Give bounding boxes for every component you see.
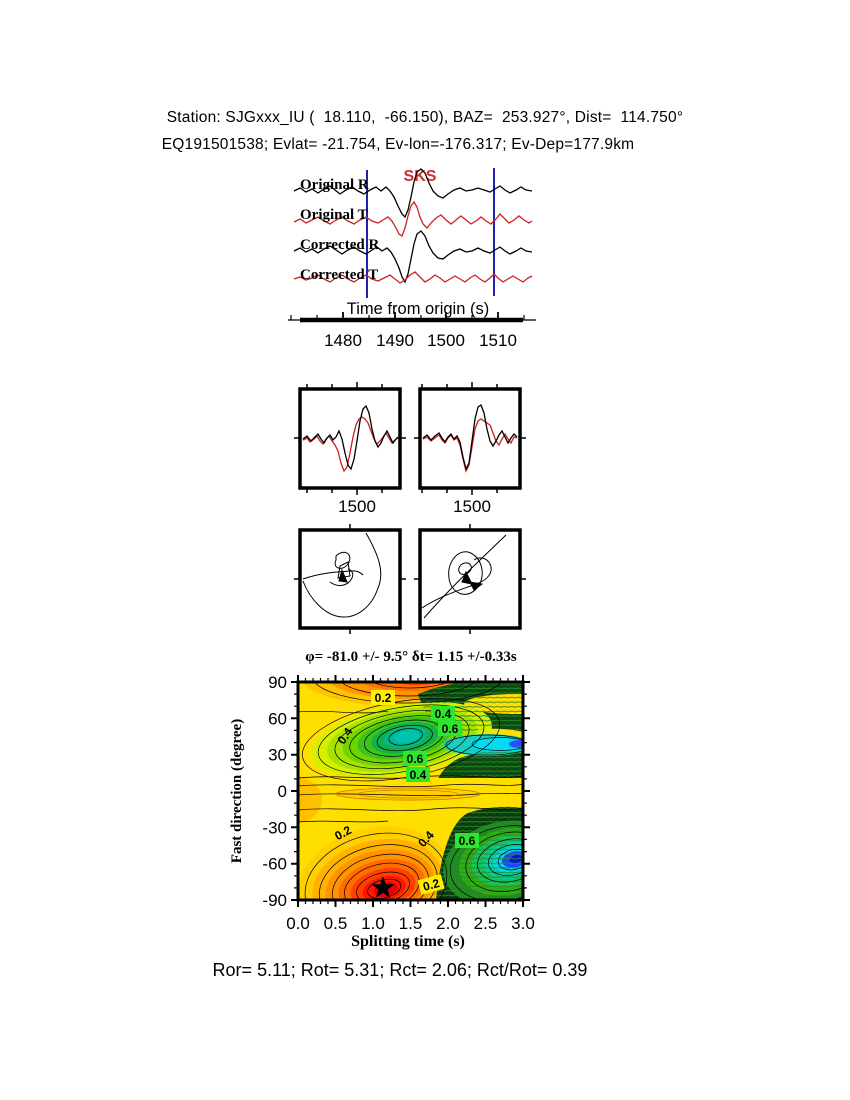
dense-contours-texture: [438, 750, 523, 779]
time-axis-major-ticks: [342, 312, 499, 320]
waveform-window-panel-right: [414, 382, 526, 495]
fast-wave-trace: [302, 404, 399, 471]
trace-label-original-t: Original T: [300, 207, 368, 223]
corrected-t-trace: [293, 271, 533, 284]
particle-motion-panel-left: [294, 524, 406, 634]
trace-label-original-r: Original R: [300, 177, 369, 193]
xtick-3.0: 3.0: [511, 914, 535, 933]
contour-label-1: 0.4: [435, 707, 452, 721]
fast-wave-trace: [422, 404, 518, 471]
contour-label-3: 0.6: [407, 752, 424, 766]
ytick-30: 30: [268, 746, 287, 765]
yellow-lens: [333, 787, 483, 801]
splitting-results-line: Ror= 5.11; Rot= 5.31; Rct= 2.06; Rct/Rot…: [212, 960, 588, 980]
wave-panel-right-tick-label: 1500: [453, 497, 491, 516]
ytick-m90: -90: [262, 891, 287, 910]
time-tick-1490: 1490: [376, 331, 414, 350]
ytick-90: 90: [268, 673, 287, 692]
xtick-0.0: 0.0: [286, 914, 310, 933]
panel-ticks: [414, 524, 526, 634]
contour-ylabel: Fast direction (degree): [229, 719, 245, 863]
xtick-1.5: 1.5: [399, 914, 423, 933]
original-r-trace: [293, 168, 533, 219]
time-axis-label: Time from origin (s): [347, 300, 489, 318]
dense-contours-texture: [436, 806, 523, 900]
slow-wave-trace: [422, 418, 518, 473]
contour-label-8: 0.6: [459, 834, 476, 848]
contour-minor-ticks: [294, 678, 527, 904]
time-axis-minor-ticks: [290, 315, 525, 320]
contour-xlabel: Splitting time (s): [351, 933, 465, 950]
contour-label-2: 0.6: [442, 722, 459, 736]
time-tick-1510: 1510: [479, 331, 517, 350]
waveform-window-panel-left: [294, 382, 406, 495]
contour-label-0: 0.2: [375, 691, 392, 705]
contour-label-9: 0.2: [421, 876, 441, 894]
contour-field: 0.2 0.4 0.6 0.6 0.4 0.4 0.2 0.4 0.6 0.2: [298, 682, 523, 900]
time-tick-1480: 1480: [324, 331, 362, 350]
contour-label-4: 0.4: [410, 768, 427, 782]
particle-motion-curve: [421, 534, 507, 619]
panel-ticks: [294, 524, 406, 634]
corrected-r-trace: [293, 230, 533, 284]
time-tick-1500: 1500: [427, 331, 465, 350]
panel-frame: [418, 387, 522, 490]
ytick-m60: -60: [262, 855, 287, 874]
particle-motion-curve: [302, 532, 382, 618]
xtick-2.5: 2.5: [474, 914, 498, 933]
trace-label-corrected-t: Corrected T: [300, 267, 378, 283]
ytick-m30: -30: [262, 818, 287, 837]
phase-label: SKS: [404, 168, 437, 185]
contour-value-labels: 0.2 0.4 0.6 0.6 0.4 0.4 0.2 0.4 0.6 0.2: [332, 690, 479, 895]
orange-left-edge: [298, 776, 322, 824]
seismogram-panel: SKS Original R Original T Corrected R Co…: [288, 168, 536, 350]
original-t-trace: [293, 200, 533, 237]
particle-motion-panel-right: [414, 524, 526, 634]
contour-major-ticks: [291, 675, 530, 907]
xtick-0.5: 0.5: [324, 914, 348, 933]
contour-title: φ= -81.0 +/- 9.5° δt= 1.15 +/-0.33s: [305, 649, 517, 665]
wave-panel-left-tick-label: 1500: [338, 497, 376, 516]
panel-ticks: [294, 382, 406, 495]
best-fit-star-marker: [371, 876, 395, 898]
slow-wave-trace: [302, 416, 399, 473]
xtick-2.0: 2.0: [436, 914, 460, 933]
event-header-line: EQ191501538; Evlat= -21.754, Ev-lon=-176…: [161, 136, 635, 153]
panel-ticks: [414, 382, 526, 495]
ytick-60: 60: [268, 709, 287, 728]
trace-label-corrected-r: Corrected R: [300, 237, 379, 253]
panel-frame: [298, 528, 402, 630]
error-surface-plot: φ= -81.0 +/- 9.5° δt= 1.15 +/-0.33s Fast…: [229, 649, 535, 933]
station-header-line: Station: SJGxxx_IU ( 18.110, -66.150), B…: [166, 109, 684, 126]
ytick-0: 0: [278, 782, 287, 801]
xtick-1.0: 1.0: [361, 914, 385, 933]
